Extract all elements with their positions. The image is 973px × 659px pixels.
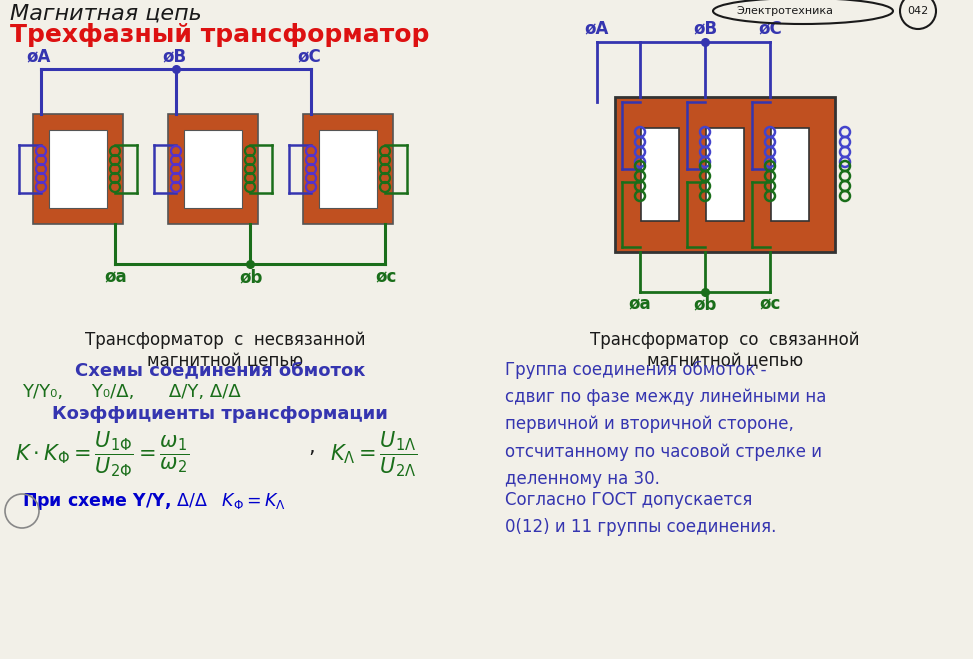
Text: øc: øc: [376, 268, 397, 286]
FancyBboxPatch shape: [319, 130, 377, 208]
Text: Согласно ГОСТ допускается
0(12) и 11 группы соединения.: Согласно ГОСТ допускается 0(12) и 11 гру…: [505, 491, 776, 536]
Text: Трехфазный трансформатор: Трехфазный трансформатор: [10, 23, 429, 47]
Text: При схеме Y/Y, $\Delta/\Delta\;\;$ $K_\Phi = K_\Lambda$: При схеме Y/Y, $\Delta/\Delta\;\;$ $K_\P…: [22, 491, 286, 512]
Text: øc: øc: [759, 295, 780, 314]
FancyBboxPatch shape: [641, 127, 679, 221]
Text: Трансформатор  со  связанной
магнитной цепью: Трансформатор со связанной магнитной цеп…: [591, 331, 860, 370]
Text: øb: øb: [239, 268, 263, 286]
Text: Коэффициенты трансформации: Коэффициенты трансформации: [53, 405, 388, 423]
Text: $K \cdot K_{\Phi} = \dfrac{U_{1\Phi}}{U_{2\Phi}} = \dfrac{\omega_1}{\omega_2}$: $K \cdot K_{\Phi} = \dfrac{U_{1\Phi}}{U_…: [15, 429, 189, 478]
FancyBboxPatch shape: [184, 130, 242, 208]
FancyBboxPatch shape: [706, 127, 744, 221]
Text: 042: 042: [908, 6, 928, 16]
Text: Магнитная цепь: Магнитная цепь: [10, 4, 201, 24]
Text: øa: øa: [629, 295, 651, 314]
Text: øA: øA: [27, 47, 52, 65]
FancyBboxPatch shape: [771, 127, 809, 221]
FancyBboxPatch shape: [615, 96, 835, 252]
Text: øC: øC: [758, 20, 782, 38]
Text: øC: øC: [297, 47, 321, 65]
Text: Электротехника: Электротехника: [737, 6, 834, 16]
FancyBboxPatch shape: [49, 130, 107, 208]
FancyBboxPatch shape: [168, 114, 258, 224]
Text: Схемы соединения обмоток: Схемы соединения обмоток: [75, 361, 365, 379]
FancyBboxPatch shape: [303, 114, 393, 224]
Text: ,: ,: [308, 437, 314, 457]
Text: Группа соединения обмоток -
сдвиг по фазе между линейными на
первичной и вторичн: Группа соединения обмоток - сдвиг по фаз…: [505, 361, 826, 488]
Text: øB: øB: [693, 20, 717, 38]
Text: Y/Y₀,     Y₀/Δ,      Δ/Y, Δ/Δ: Y/Y₀, Y₀/Δ, Δ/Y, Δ/Δ: [22, 383, 240, 401]
Text: øb: øb: [694, 295, 717, 314]
Text: $K_{\Lambda} = \dfrac{U_{1\Lambda}}{U_{2\Lambda}}$: $K_{\Lambda} = \dfrac{U_{1\Lambda}}{U_{2…: [330, 429, 417, 478]
Text: øB: øB: [162, 47, 186, 65]
Text: Трансформатор  с  несвязанной
магнитной цепью: Трансформатор с несвязанной магнитной це…: [85, 331, 365, 370]
FancyBboxPatch shape: [33, 114, 123, 224]
Text: øA: øA: [585, 20, 609, 38]
Text: øa: øa: [105, 268, 127, 286]
